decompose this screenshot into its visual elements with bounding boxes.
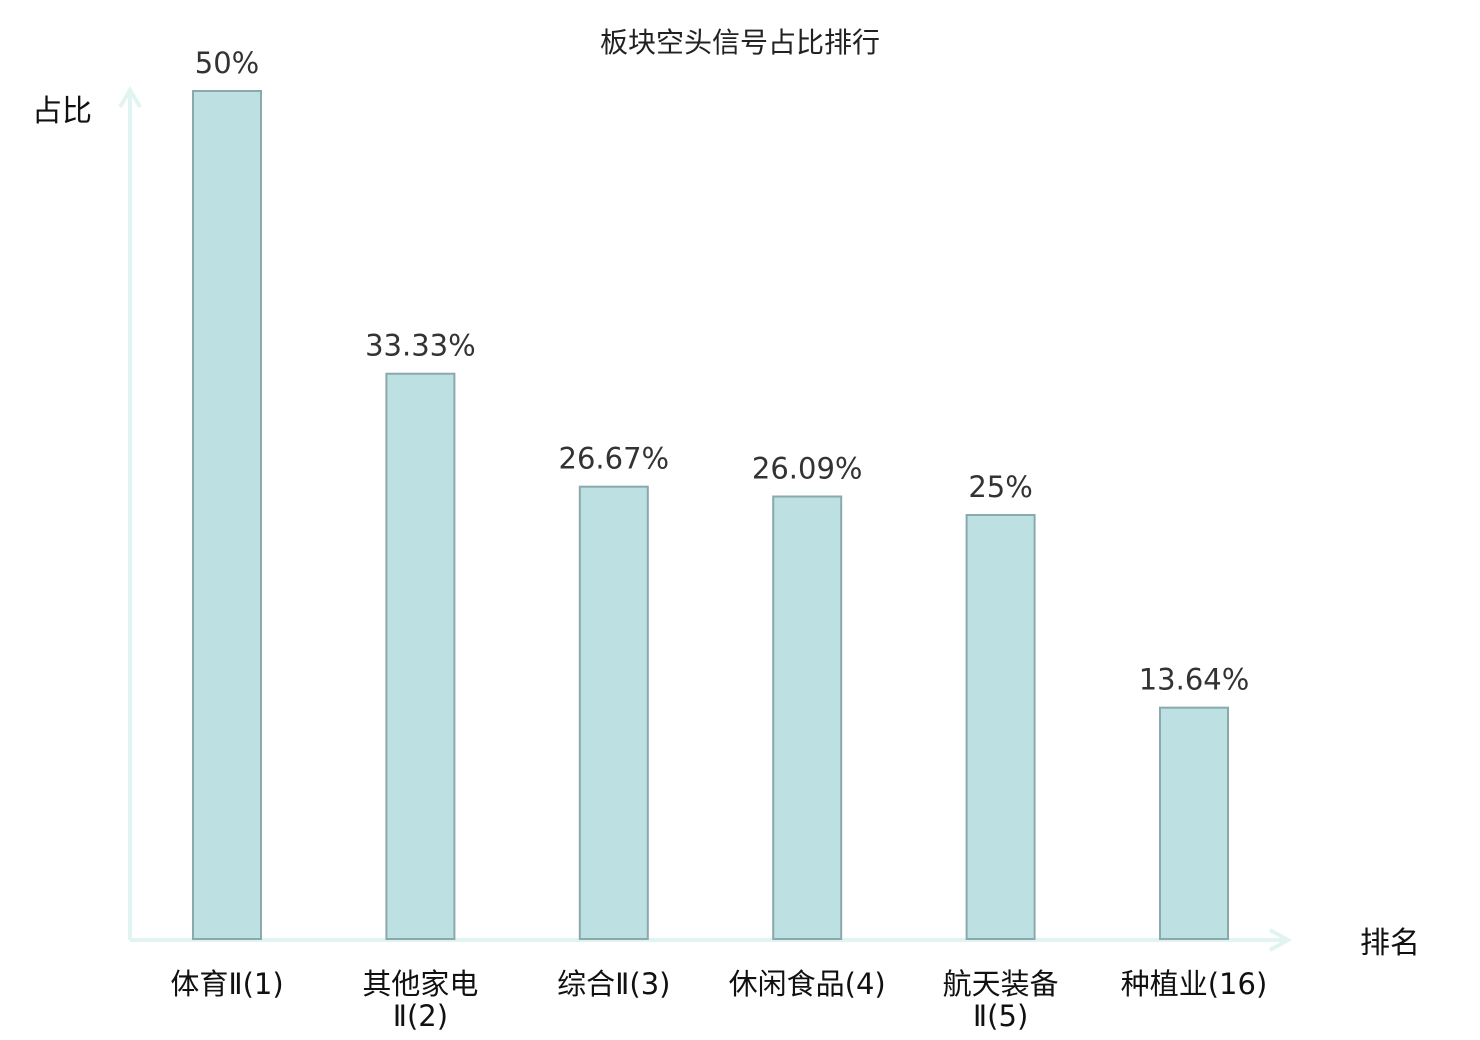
y-axis-label: 占比	[32, 94, 92, 129]
category-label-1: 体育Ⅱ(1)	[170, 967, 283, 1001]
bars-group	[192, 90, 1229, 940]
bar-2	[385, 372, 456, 940]
category-label-6: 种植业(16)	[1121, 967, 1268, 1001]
value-label-6: 13.64%	[1139, 663, 1250, 697]
chart-title: 板块空头信号占比排行	[600, 26, 880, 59]
value-label-1: 50%	[195, 46, 259, 80]
value-label-3: 26.67%	[559, 442, 670, 476]
category-label-4: 休闲食品(4)	[729, 967, 886, 1001]
category-label-5-line-1: 航天装备	[943, 967, 1059, 1001]
category-label-2-line-1: 其他家电	[362, 967, 478, 1001]
bar-4	[772, 495, 843, 940]
x-axis-arrow	[1269, 928, 1293, 952]
bar-6	[1159, 706, 1229, 940]
x-axis-label: 排名	[1360, 926, 1420, 961]
axes	[118, 86, 1293, 952]
bar-5	[965, 514, 1036, 940]
value-labels-group: 50% 33.33% 26.67% 26.09% 25% 13.64%	[195, 46, 1250, 697]
value-label-5: 25%	[968, 470, 1032, 504]
category-label-2-line-2: Ⅱ(2)	[393, 999, 448, 1033]
bar-3	[578, 485, 649, 940]
category-label-3: 综合Ⅱ(3)	[557, 967, 670, 1001]
y-axis-arrow	[118, 86, 142, 109]
bar-1	[192, 90, 262, 940]
value-label-2: 33.33%	[365, 329, 476, 363]
value-label-4: 26.09%	[752, 452, 863, 486]
category-label-5-line-2: Ⅱ(5)	[973, 999, 1028, 1033]
